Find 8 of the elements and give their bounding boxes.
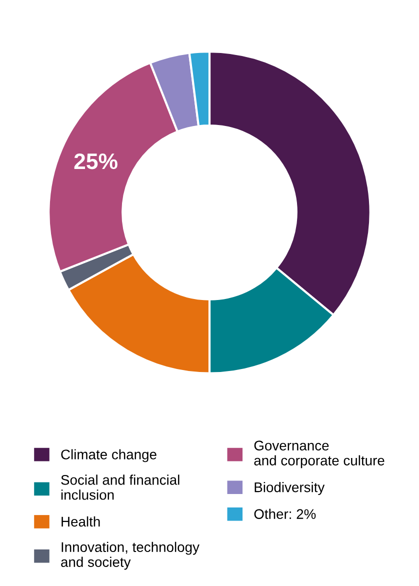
legend-label: Climate change [61, 449, 156, 462]
legend-label: Health [62, 516, 100, 527]
legend-label: Biodiversity [254, 482, 325, 495]
legend-label: Innovation, technology and society [61, 542, 200, 570]
legend-label: Social and financial inclusion [61, 474, 180, 500]
legend-label: Governance and corporate culture [254, 440, 384, 468]
data-label: 25% [74, 153, 118, 170]
legend-label: Other: 2% [254, 508, 316, 519]
